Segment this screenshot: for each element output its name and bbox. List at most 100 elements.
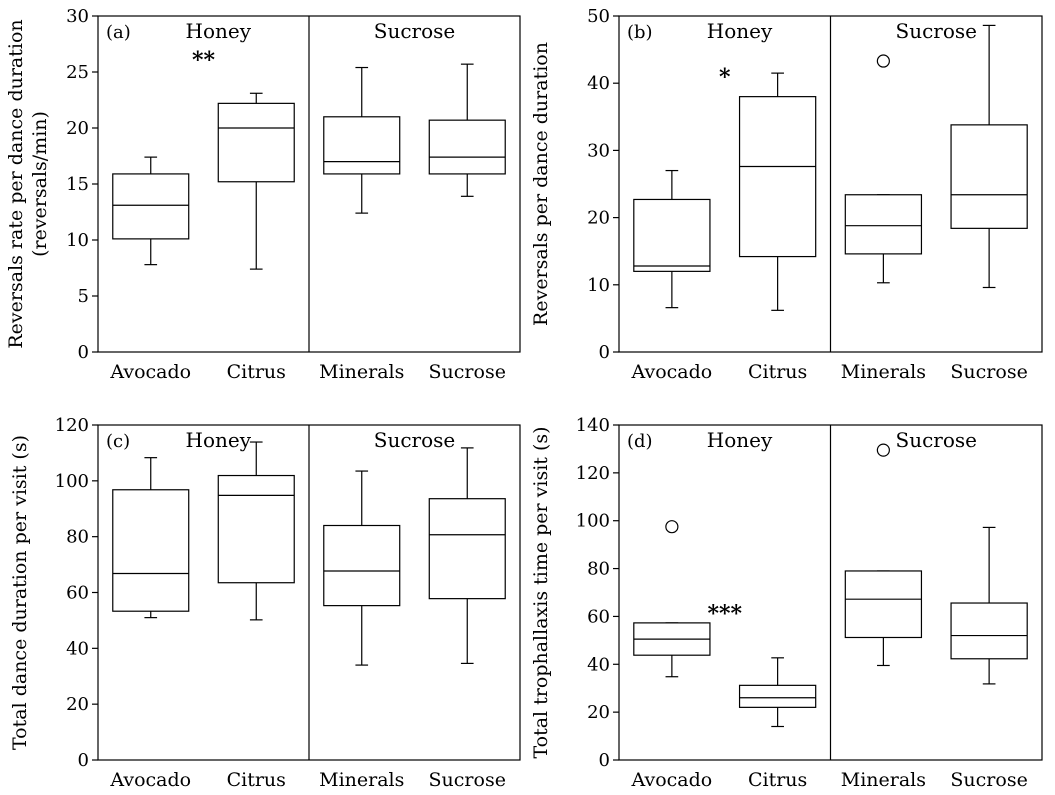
y-tick-label: 20 [587,702,610,723]
y-tick-label: 20 [66,118,89,139]
category-label: Minerals [841,769,926,791]
y-tick-label: 140 [576,415,610,436]
box-sucrose [950,24,1028,289]
y-tick-label: 100 [55,471,89,492]
box-avocado [633,169,711,309]
category-label: Sucrose [950,361,1027,383]
category-label: Sucrose [429,361,506,383]
group-label-honey: Honey [186,19,252,43]
y-axis-label: Total dance duration per visit (s) [9,435,31,750]
box-avocado [112,156,190,266]
outlier-point [876,443,890,457]
panel-c: 0 20 40 60 80 100 120 Total dance duration per … [9,415,521,791]
panel-label: (b) [627,22,653,43]
category-label: Minerals [841,361,926,383]
iqr-box [112,173,190,240]
iqr-box [844,570,923,639]
group-label-honey: Honey [186,428,252,452]
y-tick-label: 50 [587,6,610,27]
panel-a: 0 5 10 15 20 25 30 Reversals rate per dance dur… [5,6,521,383]
y-tick-label: 120 [55,415,89,436]
category-label: Avocado [631,361,713,383]
group-label-honey: Honey [707,428,773,452]
iqr-box [950,124,1028,229]
y-tick-label: 15 [66,174,89,195]
group-label-sucrose: Sucrose [374,428,455,452]
category-label: Avocado [109,769,191,791]
box-minerals [323,66,401,214]
panel-label: (c) [106,431,130,452]
panel-d: 0 20 40 60 80 100 120 140 Total trophallaxis tim… [530,415,1043,791]
significance-marker: ** [192,48,216,74]
significance-marker: *** [707,601,742,627]
iqr-box [323,116,401,175]
y-tick-label: 40 [587,654,610,675]
category-label: Sucrose [950,769,1027,791]
iqr-box [738,684,817,708]
box-minerals [844,54,923,284]
box-avocado [633,520,711,678]
y-axis-label: Reversals per dance duration [530,42,552,326]
iqr-box [738,96,817,258]
iqr-box [217,102,295,183]
box-minerals [323,470,401,666]
panel-label: (a) [106,22,131,43]
box-sucrose [428,447,506,665]
category-label: Citrus [748,361,807,383]
category-label: Avocado [631,769,713,791]
y-axis-label: Total trophallaxis time per visit (s) [530,426,552,758]
y-tick-label: 5 [78,286,89,307]
category-label: Citrus [227,361,286,383]
group-label-honey: Honey [707,19,773,43]
y-tick-label: 30 [587,140,610,161]
y-tick-label: 0 [78,342,89,363]
outlier-point [876,54,890,68]
panel-label: (d) [627,431,653,452]
box-sucrose [428,63,506,197]
y-tick-label: 60 [587,606,610,627]
iqr-box [428,119,506,175]
outlier-point [665,520,679,534]
y-tick-label: 0 [599,342,610,363]
category-label: Citrus [748,769,807,791]
y-tick-label: 10 [587,275,610,296]
y-tick-label: 30 [66,6,89,27]
box-minerals [844,443,923,667]
y-tick-label: 60 [66,583,89,604]
y-tick-label: 10 [66,230,89,251]
y-tick-label: 0 [599,750,610,771]
y-tick-label: 80 [66,527,89,548]
significance-marker: * [719,64,731,90]
category-label: Minerals [319,361,404,383]
y-tick-label: 40 [587,73,610,94]
panel-b: 0 10 20 30 40 50 Reversals per dance duration A… [530,6,1043,383]
y-tick-label: 40 [66,638,89,659]
box-citrus [738,657,817,728]
y-tick-label: 120 [576,463,610,484]
y-axis-label: Reversals rate per dance duration [5,19,27,348]
iqr-box [950,602,1028,660]
iqr-box [112,489,190,612]
box-citrus [217,92,295,270]
group-label-sucrose: Sucrose [896,428,977,452]
y-axis-label: (reversals/min) [29,111,51,257]
y-tick-label: 20 [587,208,610,229]
y-tick-label: 25 [66,62,89,83]
box-sucrose [950,526,1028,685]
box-citrus [217,441,295,621]
group-label-sucrose: Sucrose [374,19,455,43]
y-tick-label: 80 [587,559,610,580]
box-avocado [112,457,190,619]
y-tick-label: 0 [78,750,89,771]
iqr-box [633,198,711,272]
category-label: Avocado [109,361,191,383]
y-tick-label: 100 [576,511,610,532]
iqr-box [428,498,506,600]
iqr-box [323,524,401,607]
iqr-box [844,194,923,255]
category-label: Sucrose [429,769,506,791]
iqr-box [217,474,295,584]
category-label: Citrus [227,769,286,791]
y-tick-label: 20 [66,694,89,715]
